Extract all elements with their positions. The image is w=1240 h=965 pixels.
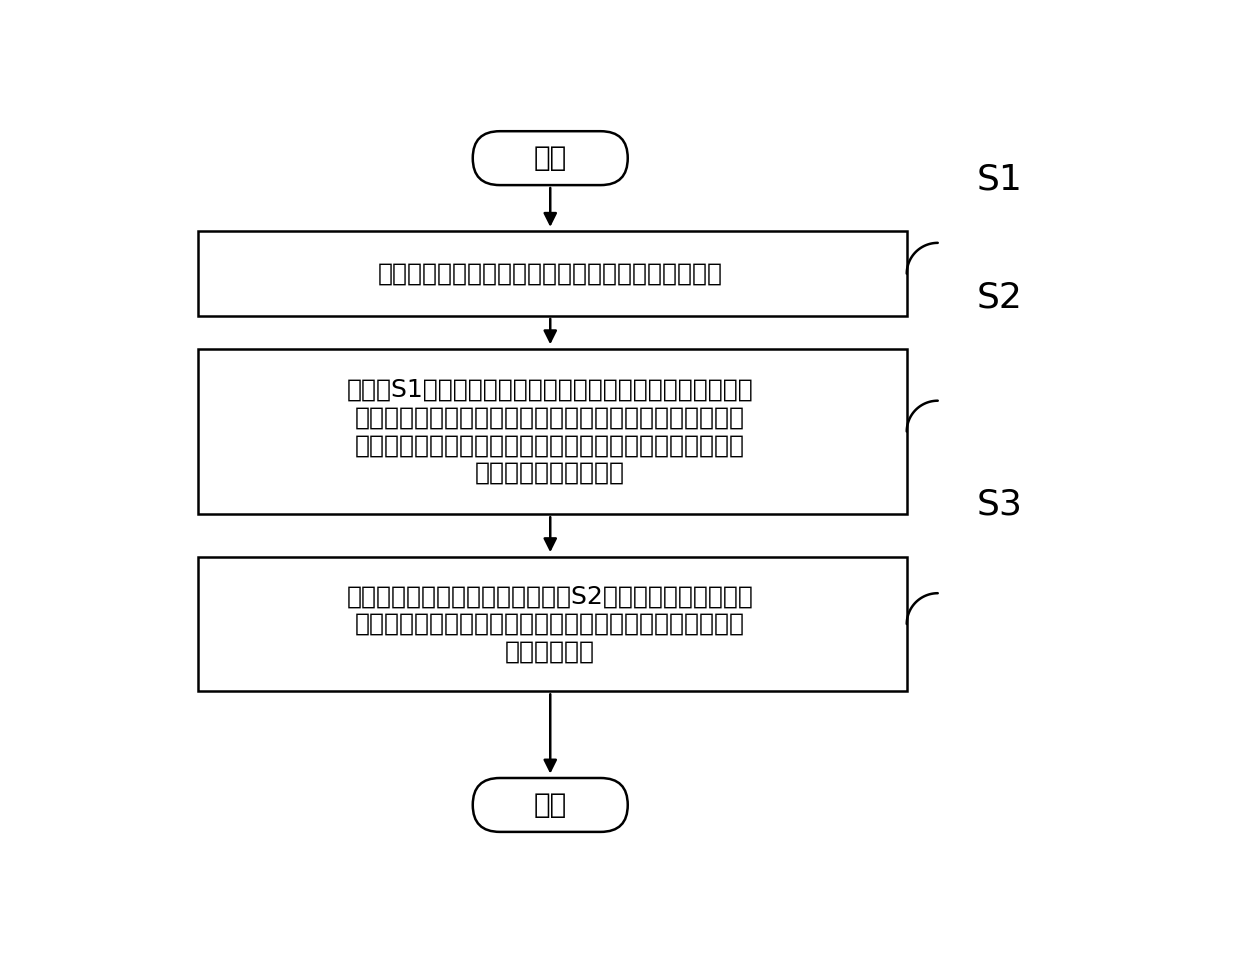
Text: 具凹孔中，获得具有功效成分的微针模具，将多余的功效成: 具凹孔中，获得具有功效成分的微针模具，将多余的功效成 [355, 405, 745, 429]
Text: 将氨甲环酸和烟酰胺进行混合，获得功效成分混合物: 将氨甲环酸和烟酰胺进行混合，获得功效成分混合物 [378, 262, 723, 286]
Text: 美白祛斑贴片: 美白祛斑贴片 [505, 640, 595, 664]
FancyBboxPatch shape [472, 778, 627, 832]
Text: 结束: 结束 [533, 791, 567, 819]
Text: S3: S3 [977, 488, 1022, 522]
Text: S2: S2 [977, 280, 1022, 314]
Text: 将步骤S1中的功效成分混合物进行称重后高压压入至微针模: 将步骤S1中的功效成分混合物进行称重后高压压入至微针模 [347, 378, 754, 401]
Text: S1: S1 [977, 163, 1022, 197]
Text: 针模具中，进行干燥，脱模，获得功效成分定量释放的复方: 针模具中，进行干燥，脱模，获得功效成分定量释放的复方 [355, 612, 745, 636]
FancyBboxPatch shape [197, 557, 906, 691]
Text: 分混合物进行称重，通过减量法计算出微针模具每个凹孔中: 分混合物进行称重，通过减量法计算出微针模具每个凹孔中 [355, 433, 745, 457]
Text: 功效成分混合物的含量: 功效成分混合物的含量 [475, 461, 625, 485]
FancyBboxPatch shape [197, 232, 906, 316]
FancyBboxPatch shape [472, 131, 627, 185]
Text: 将透明质酸钠骨架水溶液倒入步骤S2中的具有功效成分的微: 将透明质酸钠骨架水溶液倒入步骤S2中的具有功效成分的微 [347, 584, 754, 608]
FancyBboxPatch shape [197, 348, 906, 514]
Text: 开始: 开始 [533, 144, 567, 172]
